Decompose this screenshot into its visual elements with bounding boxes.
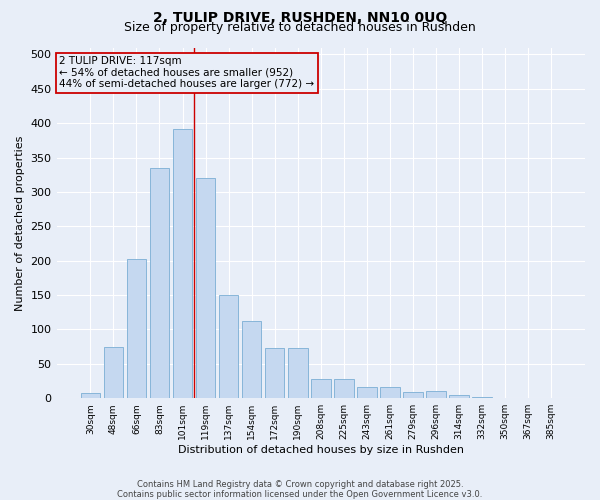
Bar: [380, 386, 400, 398]
Bar: [311, 379, 331, 398]
Bar: [104, 346, 123, 398]
Bar: [149, 168, 169, 398]
Bar: [403, 392, 423, 398]
Bar: [449, 395, 469, 398]
Text: 2, TULIP DRIVE, RUSHDEN, NN10 0UQ: 2, TULIP DRIVE, RUSHDEN, NN10 0UQ: [153, 11, 447, 25]
Bar: [357, 387, 377, 398]
X-axis label: Distribution of detached houses by size in Rushden: Distribution of detached houses by size …: [178, 445, 464, 455]
Bar: [426, 392, 446, 398]
Bar: [472, 397, 492, 398]
Text: Contains HM Land Registry data © Crown copyright and database right 2025.
Contai: Contains HM Land Registry data © Crown c…: [118, 480, 482, 499]
Bar: [288, 348, 308, 398]
Bar: [127, 258, 146, 398]
Bar: [196, 178, 215, 398]
Y-axis label: Number of detached properties: Number of detached properties: [15, 135, 25, 310]
Bar: [242, 321, 262, 398]
Bar: [265, 348, 284, 398]
Text: Size of property relative to detached houses in Rushden: Size of property relative to detached ho…: [124, 22, 476, 35]
Bar: [334, 379, 353, 398]
Bar: [80, 394, 100, 398]
Bar: [219, 295, 238, 398]
Bar: [173, 128, 193, 398]
Text: 2 TULIP DRIVE: 117sqm
← 54% of detached houses are smaller (952)
44% of semi-det: 2 TULIP DRIVE: 117sqm ← 54% of detached …: [59, 56, 314, 90]
